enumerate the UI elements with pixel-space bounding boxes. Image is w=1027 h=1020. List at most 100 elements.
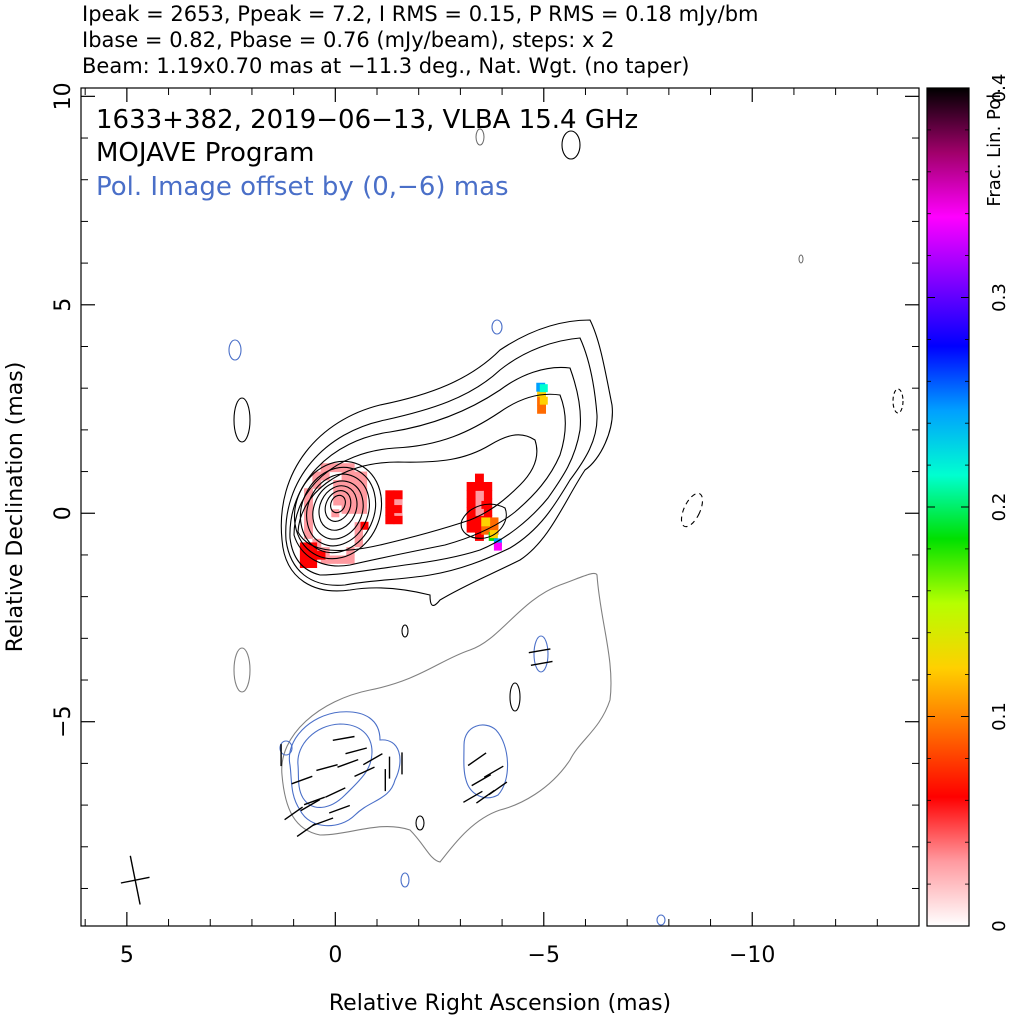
core-contour-6 [293, 460, 383, 560]
frac-pol-pixel [304, 513, 313, 523]
x-axis-title: Relative Right Ascension (mas) [329, 991, 671, 1016]
evpa-stick [337, 758, 359, 768]
frac-pol-pixel [358, 471, 368, 481]
frac-pol-pixel [474, 498, 484, 508]
core-contour-10 [318, 485, 358, 531]
frac-pol-region [493, 542, 502, 551]
frac-pol-pixel [337, 538, 347, 548]
pol-contour-small-d [279, 740, 293, 756]
frac-pol-pixel [341, 496, 351, 506]
header-line-3: Beam: 1.19x0.70 mas at −11.3 deg., Nat. … [82, 54, 690, 78]
frac-pol-pixel [304, 529, 313, 539]
frac-pol-pixel [299, 550, 309, 560]
frac-pol-pixel [345, 546, 355, 556]
pol-contour-small-f [415, 815, 425, 831]
frac-pol-pixel [312, 471, 322, 481]
frac-pol-pixel [349, 504, 359, 514]
frac-pol-pixel [385, 507, 395, 516]
frac-pol-region [360, 521, 369, 530]
beam-minor-axis [120, 876, 150, 884]
frac-pol-pixel [320, 496, 330, 506]
evpa-stick [463, 790, 483, 803]
offset-i-contour [281, 572, 612, 863]
frac-pol-pixel [329, 513, 338, 523]
colorbar-tick-label: 0.4 [989, 74, 1010, 103]
frac-pol-pixel [320, 521, 330, 531]
frac-pol-pixel [308, 559, 318, 569]
frac-pol-pixel [341, 479, 351, 489]
frac-pol-pixel [320, 471, 330, 481]
frac-pol-pixel [320, 463, 330, 473]
frac-pol-pixel [312, 521, 322, 531]
header-line-2: Ibase = 0.82, Pbase = 0.76 (mJy/beam), s… [82, 28, 615, 52]
frac-pol-pixel [385, 515, 395, 525]
frac-pol-pixel [320, 529, 330, 539]
core-contour-9 [312, 480, 364, 540]
frac-pol-pixel [354, 513, 363, 523]
evpa-stick [316, 764, 338, 772]
axes: 5 0 −5 −10 10 5 0 −5 [51, 82, 920, 968]
core-contour-12 [330, 494, 346, 514]
frac-pol-pixel [341, 504, 351, 514]
frac-pol-pixel [466, 481, 476, 491]
colorbar-tick-label: 0.1 [989, 702, 1010, 731]
frac-pol-pixel [385, 498, 395, 508]
jet-contour-4 [293, 393, 566, 567]
frac-pol-pixel [483, 481, 493, 491]
frac-pol-pixel [312, 479, 322, 489]
jet-outer-contour [280, 319, 613, 606]
isolated-contour-c [233, 647, 251, 693]
frac-pol-pixel [466, 507, 476, 516]
frac-pol-pixel [345, 538, 355, 548]
frac-pol-pixel [345, 513, 355, 523]
evpa-stick [291, 775, 313, 785]
frac-pol-pixel [337, 554, 347, 564]
frac-pol-pixel [466, 498, 476, 508]
frac-pol-pixel [483, 490, 493, 500]
frac-pol-region [302, 559, 311, 568]
frac-pol-pixel [393, 515, 403, 525]
core-contour-8 [306, 473, 370, 547]
pol-contour-small-e [400, 872, 410, 888]
frac-pol-pixel [304, 504, 313, 514]
frac-pol-pixel [320, 513, 330, 523]
x-tick-label: 0 [328, 943, 342, 968]
frac-pol-pixel [474, 532, 484, 541]
stokes-i-contours [233, 128, 904, 712]
frac-pol-pixel [345, 521, 355, 531]
header-line-1: Ipeak = 2653, Ppeak = 7.2, I RMS = 0.15,… [82, 2, 759, 26]
frac-pol-pixel [466, 523, 476, 533]
negative-contour-b [892, 388, 904, 414]
evpa-stick [328, 804, 351, 814]
pol-contour-small-a [533, 635, 549, 673]
frac-pol-pixel [358, 488, 368, 498]
frac-pol-pixel [299, 542, 309, 552]
frac-pol-pixel [333, 488, 343, 498]
frac-pol-pixel [354, 521, 363, 531]
frac-pol-pixel [320, 538, 330, 548]
frac-pol-pixel [312, 488, 322, 498]
frac-pol-pixel [474, 473, 484, 483]
x-tick-label: 5 [120, 943, 134, 968]
evpa-vectors [280, 648, 553, 837]
fractional-polarization-layer [299, 382, 548, 569]
frac-pol-pixel [345, 554, 355, 564]
x-tick-label: −5 [528, 943, 560, 968]
evpa-stick [467, 752, 487, 767]
frac-pol-region [493, 538, 502, 547]
frac-pol-pixel [474, 507, 484, 516]
frac-pol-pixel [385, 490, 395, 500]
plot-frame [80, 87, 920, 927]
frac-pol-pixel [354, 529, 363, 539]
frac-pol-pixel [329, 554, 338, 564]
frac-pol-pixel [308, 542, 318, 552]
core-contour-7 [299, 466, 377, 554]
x-tick-label: −10 [729, 943, 775, 968]
frac-pol-pixel [329, 521, 338, 531]
frac-pol-pixel [354, 538, 363, 548]
frac-pol-pixel [329, 529, 338, 539]
frac-pol-pixel [329, 538, 338, 548]
frac-pol-region [331, 509, 340, 518]
evpa-stick [362, 753, 383, 766]
